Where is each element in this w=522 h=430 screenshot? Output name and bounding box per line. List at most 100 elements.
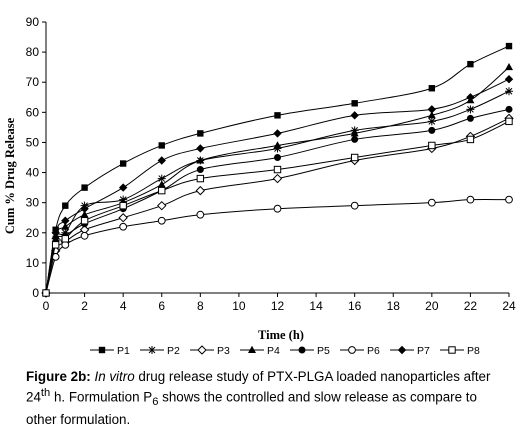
y-tick-label: 70 — [26, 75, 40, 89]
data-point-p1 — [428, 85, 436, 92]
x-tick-label: 6 — [158, 299, 165, 313]
data-point-p2 — [505, 87, 513, 96]
data-point-p2 — [273, 144, 282, 153]
data-point-p7 — [157, 156, 166, 165]
data-point-p7 — [51, 228, 60, 237]
legend-marker-p8 — [448, 346, 456, 354]
data-point-p4 — [350, 129, 359, 137]
x-tick-label: 14 — [309, 299, 323, 313]
data-point-p4 — [505, 62, 513, 71]
caption-sub: 6 — [152, 396, 159, 409]
data-point-p2 — [427, 117, 436, 126]
data-point-p7 — [80, 204, 89, 213]
caption-sup: th — [40, 387, 51, 399]
caption-lead: Figure 2b: — [26, 369, 91, 384]
legend-label-p4: P4 — [267, 345, 280, 357]
legend-item-p4: P4 — [240, 345, 280, 357]
series-p8 — [42, 117, 513, 297]
data-point-p7 — [427, 105, 437, 114]
x-tick-label: 20 — [425, 299, 439, 313]
caption-italic: In vitro — [94, 369, 135, 384]
legend-marker-p5 — [298, 346, 306, 354]
series-layer — [41, 42, 514, 298]
data-point-p8 — [196, 174, 205, 183]
data-point-p1 — [274, 112, 281, 119]
data-point-p1 — [119, 160, 127, 167]
data-point-p4 — [157, 180, 166, 188]
data-point-p5 — [428, 126, 436, 134]
data-point-p8 — [42, 289, 50, 297]
data-point-p8 — [466, 135, 475, 144]
y-tick-label: 60 — [26, 105, 40, 119]
data-point-p1 — [197, 130, 204, 137]
series-p2 — [42, 87, 513, 297]
data-point-p3 — [118, 213, 128, 223]
legend-label-p3: P3 — [217, 345, 230, 357]
y-tick-label: 40 — [26, 166, 40, 180]
data-point-p6 — [466, 195, 475, 204]
data-point-p2 — [466, 105, 475, 114]
caption-part1: drug release study of PTX-PLGA loaded na… — [26, 369, 491, 405]
data-point-p3 — [157, 200, 167, 211]
legend-item-p5: P5 — [290, 345, 330, 357]
data-point-p6 — [157, 216, 166, 225]
legend-marker-p3 — [197, 345, 207, 355]
data-point-p7 — [118, 183, 128, 192]
series-p7 — [41, 75, 514, 298]
data-point-p5 — [466, 114, 474, 122]
data-point-p6 — [196, 210, 205, 219]
series-line-p6 — [45, 198, 510, 294]
data-point-p1 — [62, 202, 69, 209]
x-tick-label: 12 — [271, 299, 285, 313]
data-point-p8 — [350, 153, 359, 162]
figure-caption: Figure 2b: In vitro drug release study o… — [26, 368, 504, 428]
caption-part2: h. Formulation P — [50, 389, 153, 405]
x-tick-label: 0 — [43, 299, 50, 313]
data-point-p8 — [158, 186, 166, 195]
series-p6 — [42, 195, 513, 297]
data-point-p1 — [351, 100, 358, 107]
x-tick-label: 24 — [502, 299, 516, 313]
y-tick-label: 80 — [26, 45, 40, 59]
x-tick-label: 10 — [232, 299, 246, 313]
data-point-p8 — [80, 217, 89, 225]
data-point-p5 — [505, 105, 513, 113]
legend-item-p1: P1 — [90, 345, 130, 357]
data-point-p6 — [273, 204, 282, 213]
y-tick-label: 0 — [32, 286, 39, 300]
data-point-p1 — [81, 184, 88, 191]
legend-label-p7: P7 — [417, 345, 430, 357]
legend-marker-p1 — [98, 346, 106, 354]
legend-marker-p4 — [248, 345, 256, 353]
data-point-p4 — [61, 222, 70, 230]
y-tick-label: 50 — [26, 135, 40, 149]
legend-item-p8: P8 — [440, 345, 480, 357]
data-point-p8 — [428, 141, 436, 150]
data-point-p1 — [505, 42, 513, 50]
data-point-p3 — [272, 173, 283, 184]
data-point-p6 — [350, 201, 359, 210]
data-point-p4 — [80, 210, 89, 218]
data-point-p8 — [119, 201, 127, 210]
legend-marker-p7 — [397, 345, 407, 355]
data-point-p6 — [427, 198, 436, 207]
data-point-p7 — [350, 111, 359, 120]
data-point-p7 — [504, 75, 514, 84]
y-tick-label: 20 — [26, 226, 40, 240]
y-tick-label: 90 — [26, 15, 40, 29]
caption-part3: shows the controlled and slow release as… — [26, 389, 477, 428]
x-tick-label: 22 — [464, 299, 478, 313]
y-tick-label: 30 — [26, 196, 40, 210]
y-axis-title: Cum % Drug Release — [3, 117, 17, 234]
y-tick-label: 10 — [26, 256, 40, 270]
x-tick-label: 16 — [348, 299, 362, 313]
data-point-p7 — [466, 93, 475, 102]
data-point-p8 — [273, 165, 282, 174]
data-point-p1 — [158, 142, 165, 149]
data-point-p6 — [119, 222, 128, 231]
x-axis: 0 2 4 6 8 10 12 14 16 18 20 22 24 — [43, 292, 516, 313]
data-point-p4 — [427, 111, 436, 119]
data-point-p5 — [351, 135, 359, 143]
data-point-p8 — [505, 117, 513, 126]
